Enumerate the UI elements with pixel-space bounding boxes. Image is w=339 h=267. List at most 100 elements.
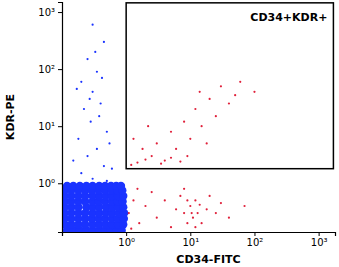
chart: CD34+KDR+ 10⁰ 10¹ 10² 10³ 10⁰ 10¹ 10² 10³ CD34-FI… (0, 0, 339, 267)
point (186, 199, 188, 201)
tick-mark (58, 126, 62, 127)
tick-mark (319, 232, 320, 236)
point (209, 195, 211, 197)
point (179, 160, 181, 162)
point (92, 91, 94, 93)
tick-mark (126, 232, 127, 236)
point (141, 148, 143, 150)
point (253, 91, 255, 93)
tick-label: 10² (38, 64, 55, 75)
x-axis-title: CD34-FITC (176, 253, 240, 266)
point (130, 164, 132, 166)
point (103, 41, 105, 43)
tick: 10² (247, 232, 264, 248)
point (138, 222, 140, 224)
points (62, 24, 256, 232)
point (220, 202, 222, 204)
tick: 10¹ (38, 121, 62, 132)
point (179, 195, 181, 197)
point (194, 199, 196, 201)
point (94, 51, 96, 53)
tick-label: 10³ (311, 237, 328, 248)
gate (126, 3, 333, 169)
point (100, 102, 102, 104)
point (77, 138, 79, 140)
point (86, 58, 88, 60)
gate-label: CD34+KDR+ (250, 11, 327, 24)
point (209, 98, 211, 100)
point (80, 172, 82, 174)
point (192, 217, 194, 219)
point (136, 188, 138, 190)
point (175, 208, 177, 210)
point (170, 226, 172, 228)
point (194, 226, 196, 228)
gate-group: CD34+KDR+ (126, 3, 333, 169)
point (83, 108, 85, 110)
point (215, 212, 217, 214)
y-axis-title: KDR-PE (4, 94, 17, 140)
tick-label: 10⁰ (38, 178, 55, 189)
tick-mark (190, 232, 191, 236)
point (160, 163, 162, 165)
point (156, 217, 158, 219)
point (106, 131, 108, 133)
point (201, 222, 203, 224)
point (156, 142, 158, 144)
point (151, 155, 153, 157)
tick: 10¹ (182, 232, 199, 248)
y-axis: 10⁰ 10¹ 10² 10³ (38, 3, 62, 233)
point (220, 85, 222, 87)
point (147, 125, 149, 127)
point (101, 77, 103, 79)
point (132, 138, 134, 140)
point (175, 148, 177, 150)
point (76, 88, 78, 90)
point (183, 212, 185, 214)
point (194, 108, 196, 110)
tick-label: 10³ (38, 7, 55, 18)
point (228, 217, 230, 219)
point (96, 148, 98, 150)
point (130, 228, 132, 230)
point (164, 199, 166, 201)
point (189, 205, 191, 207)
point (89, 98, 91, 100)
point (132, 199, 134, 201)
point (199, 91, 201, 93)
tick-label: 10¹ (38, 121, 55, 132)
tick-mark (58, 12, 62, 13)
tick-mark (58, 183, 62, 184)
point (108, 142, 110, 144)
axis-line (58, 3, 63, 233)
tick: 10⁰ (38, 178, 62, 189)
point (206, 208, 208, 210)
point (144, 158, 146, 160)
point (186, 155, 188, 157)
point (151, 191, 153, 193)
point (80, 81, 82, 83)
point (86, 155, 88, 157)
point (183, 188, 185, 190)
tick-label: 10² (247, 237, 264, 248)
point (189, 138, 191, 140)
tick: 10⁰ (118, 232, 135, 248)
point (197, 212, 199, 214)
point (201, 125, 203, 127)
point (186, 222, 188, 224)
tick: 10³ (311, 232, 328, 248)
point (164, 159, 166, 161)
point (239, 81, 241, 83)
point (103, 165, 105, 167)
point (96, 71, 98, 73)
tick-label: 10¹ (182, 237, 199, 248)
point (92, 24, 94, 26)
tick-mark (58, 69, 62, 70)
point (191, 212, 193, 214)
point (234, 94, 236, 96)
point (228, 102, 230, 104)
point (243, 205, 245, 207)
point (92, 178, 94, 180)
point (206, 142, 208, 144)
tick: 10² (38, 64, 62, 75)
